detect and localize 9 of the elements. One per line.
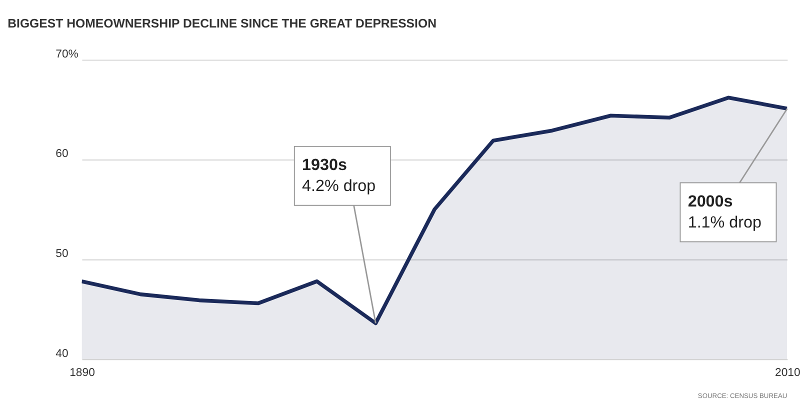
y-tick-label: 70%	[56, 48, 78, 60]
x-tick-label: 2010	[774, 366, 800, 379]
annotation: 1930s 4.2% drop	[302, 156, 376, 196]
x-tick-label: 1890	[70, 366, 95, 379]
annotation: 2000s 1.1% drop	[688, 192, 762, 232]
chart-title: BIGGEST HOMEOWNERSHIP DECLINE SINCE THE GREAT DEPRESSION	[8, 16, 437, 30]
y-tick-label: 60	[56, 148, 68, 160]
y-tick-label: 40	[56, 348, 68, 360]
y-tick-label: 50	[56, 248, 68, 260]
